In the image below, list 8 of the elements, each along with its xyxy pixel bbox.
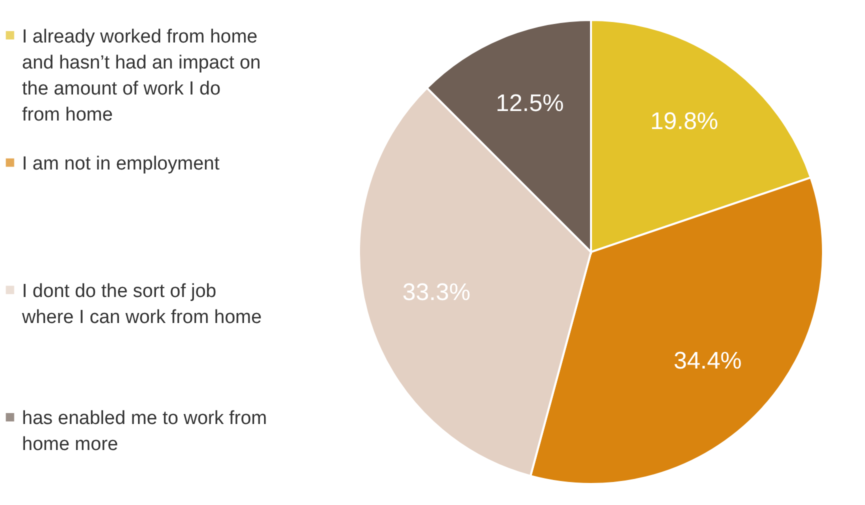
- data-label: 12.5%: [496, 90, 564, 118]
- data-label: 19.8%: [650, 108, 718, 135]
- legend-label: I already worked from home and hasn’t had an impact on the amount of work I do from home: [22, 26, 261, 126]
- legend-label: I am not in employment: [22, 154, 220, 175]
- legend-label: I dont do the sort of job where I can work from home: [21, 280, 262, 328]
- data-label: 34.4%: [674, 348, 742, 375]
- legend-label: has enabled me to work from home more: [22, 408, 268, 456]
- data-label: 33.3%: [402, 279, 470, 306]
